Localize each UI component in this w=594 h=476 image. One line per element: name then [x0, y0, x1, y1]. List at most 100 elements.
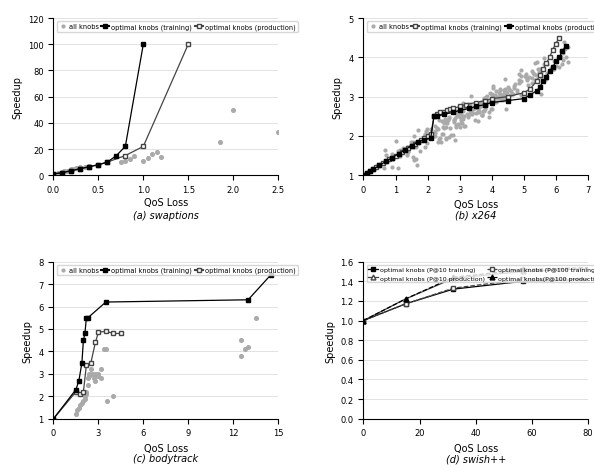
- Point: [129, 152, 139, 160]
- Point: [499, 87, 508, 95]
- Point: [412, 161, 422, 169]
- Point: [463, 101, 472, 109]
- Point: [467, 110, 476, 118]
- optimal knobs (P@100 training): [402, 301, 409, 307]
- optimal knobs (P@100 training): [450, 286, 457, 291]
- Point: [554, 64, 564, 71]
- Point: [89, 375, 99, 382]
- Point: [455, 113, 465, 121]
- Text: (c) bodytrack: (c) bodytrack: [133, 453, 198, 463]
- Point: [71, 165, 81, 172]
- Point: [413, 127, 423, 135]
- Point: [527, 68, 536, 76]
- Point: [507, 91, 517, 99]
- Point: [452, 113, 462, 121]
- Point: [500, 94, 510, 101]
- Line: optimal knobs (P@10 production): optimal knobs (P@10 production): [361, 267, 594, 323]
- Point: [85, 163, 94, 170]
- optimal knobs(P@100 production): [520, 267, 527, 273]
- Point: [490, 92, 500, 99]
- Point: [514, 79, 524, 87]
- Point: [430, 128, 440, 136]
- Point: [422, 139, 431, 147]
- Point: [496, 93, 505, 101]
- Point: [482, 93, 491, 101]
- Point: [100, 346, 109, 353]
- Point: [431, 123, 440, 130]
- Point: [470, 103, 479, 111]
- Point: [466, 108, 475, 116]
- Point: [80, 393, 90, 400]
- Point: [56, 169, 65, 177]
- Point: [456, 104, 465, 112]
- Point: [495, 90, 504, 98]
- Point: [58, 169, 67, 177]
- Point: [500, 90, 509, 98]
- Point: [449, 117, 459, 124]
- Point: [520, 73, 530, 80]
- Point: [445, 115, 454, 123]
- Point: [510, 81, 520, 89]
- Point: [152, 149, 162, 157]
- Y-axis label: Speedup: Speedup: [12, 76, 23, 119]
- Point: [426, 126, 435, 133]
- Point: [236, 352, 245, 360]
- Point: [485, 90, 495, 98]
- Point: [503, 89, 512, 97]
- Point: [532, 59, 542, 66]
- Point: [531, 77, 541, 85]
- Point: [512, 87, 522, 95]
- Point: [412, 139, 421, 147]
- Point: [443, 120, 452, 128]
- Point: [476, 103, 485, 110]
- Point: [558, 57, 567, 65]
- Point: [477, 112, 486, 119]
- Point: [53, 170, 63, 178]
- Point: [479, 108, 489, 115]
- Point: [563, 59, 573, 67]
- Point: [549, 59, 558, 66]
- Point: [527, 76, 537, 83]
- Point: [516, 92, 526, 99]
- Point: [477, 112, 486, 119]
- Point: [451, 108, 460, 116]
- Point: [410, 141, 419, 149]
- Point: [467, 110, 477, 118]
- Point: [516, 67, 525, 75]
- Point: [491, 88, 501, 96]
- Point: [59, 168, 69, 176]
- Point: [514, 71, 523, 79]
- Point: [138, 158, 148, 165]
- Point: [464, 112, 473, 119]
- Point: [487, 92, 497, 99]
- Point: [528, 69, 538, 77]
- Point: [75, 164, 85, 172]
- Point: [80, 164, 90, 171]
- Point: [420, 132, 429, 140]
- Point: [423, 135, 432, 143]
- Point: [125, 156, 135, 164]
- Point: [509, 85, 519, 93]
- Point: [507, 88, 516, 95]
- Point: [454, 121, 463, 129]
- optimal knobs (P@100 training): [590, 276, 594, 282]
- Point: [444, 134, 454, 141]
- Point: [396, 147, 405, 154]
- Point: [504, 86, 514, 94]
- Point: [487, 106, 497, 113]
- Point: [241, 346, 250, 353]
- optimal knobs (P@10 training): [450, 287, 457, 292]
- Point: [403, 149, 413, 156]
- optimal knobs (P@10 training): [402, 301, 409, 307]
- Point: [536, 91, 545, 99]
- Point: [466, 111, 475, 119]
- Point: [393, 148, 402, 156]
- Point: [94, 373, 103, 380]
- Point: [470, 105, 480, 112]
- Point: [523, 82, 533, 90]
- Point: [457, 110, 466, 118]
- Point: [542, 60, 552, 68]
- Point: [459, 102, 468, 109]
- Point: [500, 91, 510, 99]
- Point: [481, 106, 490, 114]
